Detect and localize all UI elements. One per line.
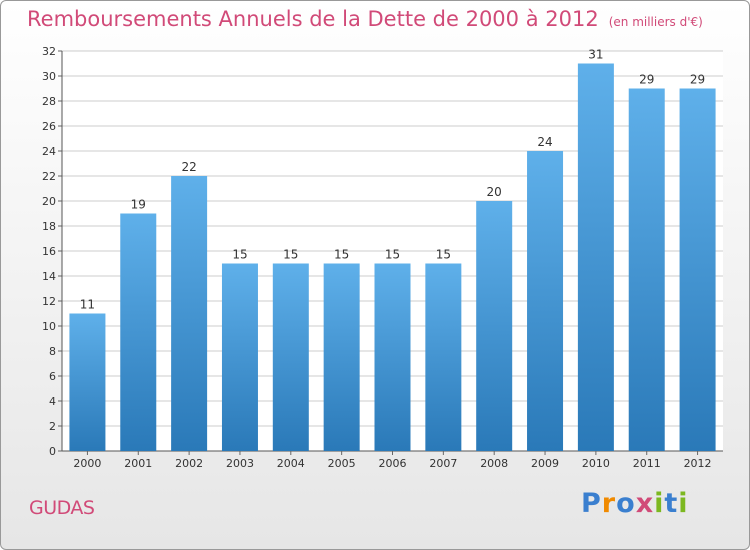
bar [476,201,513,451]
bar-value-label: 15 [334,248,349,262]
logo-letter: P [581,488,602,519]
y-tick-label: 24 [42,145,56,158]
bar [374,263,411,451]
logo-letter: t [664,488,679,519]
logo-letter: i [678,488,689,519]
y-tick-label: 28 [42,95,56,108]
logo-letter: o [616,488,636,519]
x-tick-label: 2002 [175,457,203,470]
bar-value-label: 15 [436,248,451,262]
y-tick-label: 8 [49,345,56,358]
bar-value-label: 24 [537,135,552,149]
y-tick-label: 26 [42,120,56,133]
x-tick-label: 2006 [379,457,407,470]
bar [628,88,665,451]
x-tick-label: 2008 [480,457,508,470]
unit-note: (en milliers d'€) [608,15,703,29]
y-tick-label: 2 [49,420,56,433]
bar [69,313,106,451]
y-tick-label: 20 [42,195,56,208]
x-tick-label: 2007 [429,457,457,470]
logo-letter: r [601,488,617,519]
bar-value-label: 11 [80,298,95,312]
bar [272,263,309,451]
bar [577,63,614,451]
bar-value-label: 29 [690,73,705,87]
y-tick-label: 32 [42,45,56,58]
x-tick-label: 2000 [73,457,101,470]
bar-value-label: 29 [639,73,654,87]
bar-value-label: 31 [588,48,603,62]
y-tick-label: 6 [49,370,56,383]
bar [221,263,258,451]
x-tick-label: 2012 [684,457,712,470]
y-tick-label: 12 [42,295,56,308]
bar-value-label: 15 [385,248,400,262]
y-tick-label: 0 [49,445,56,458]
title-text: Remboursements Annuels de la Dette de 20… [27,7,599,31]
bar [120,213,157,451]
x-tick-label: 2009 [531,457,559,470]
proxiti-logo: Proxiti [581,488,689,519]
chart-title: Remboursements Annuels de la Dette de 20… [27,7,703,31]
x-tick-label: 2010 [582,457,610,470]
y-tick-label: 22 [42,170,56,183]
x-tick-label: 2003 [226,457,254,470]
bar [171,176,208,451]
bar [679,88,716,451]
x-tick-label: 2011 [633,457,661,470]
y-tick-label: 30 [42,70,56,83]
bar-value-label: 15 [283,248,298,262]
y-tick-label: 14 [42,270,56,283]
x-tick-label: 2004 [277,457,305,470]
logo-letter: x [635,488,655,519]
logo-letter: i [654,488,665,519]
bar-value-label: 20 [487,185,502,199]
x-tick-label: 2005 [328,457,356,470]
city-name: GUDAS [29,497,95,519]
bar-value-label: 19 [131,198,146,212]
bar-value-label: 15 [232,248,247,262]
y-tick-label: 16 [42,245,56,258]
bar-value-label: 22 [181,160,196,174]
y-tick-label: 4 [49,395,56,408]
x-tick-label: 2001 [124,457,152,470]
bar [425,263,462,451]
y-tick-label: 10 [42,320,56,333]
bar [323,263,360,451]
bar [527,151,564,451]
y-tick-label: 18 [42,220,56,233]
